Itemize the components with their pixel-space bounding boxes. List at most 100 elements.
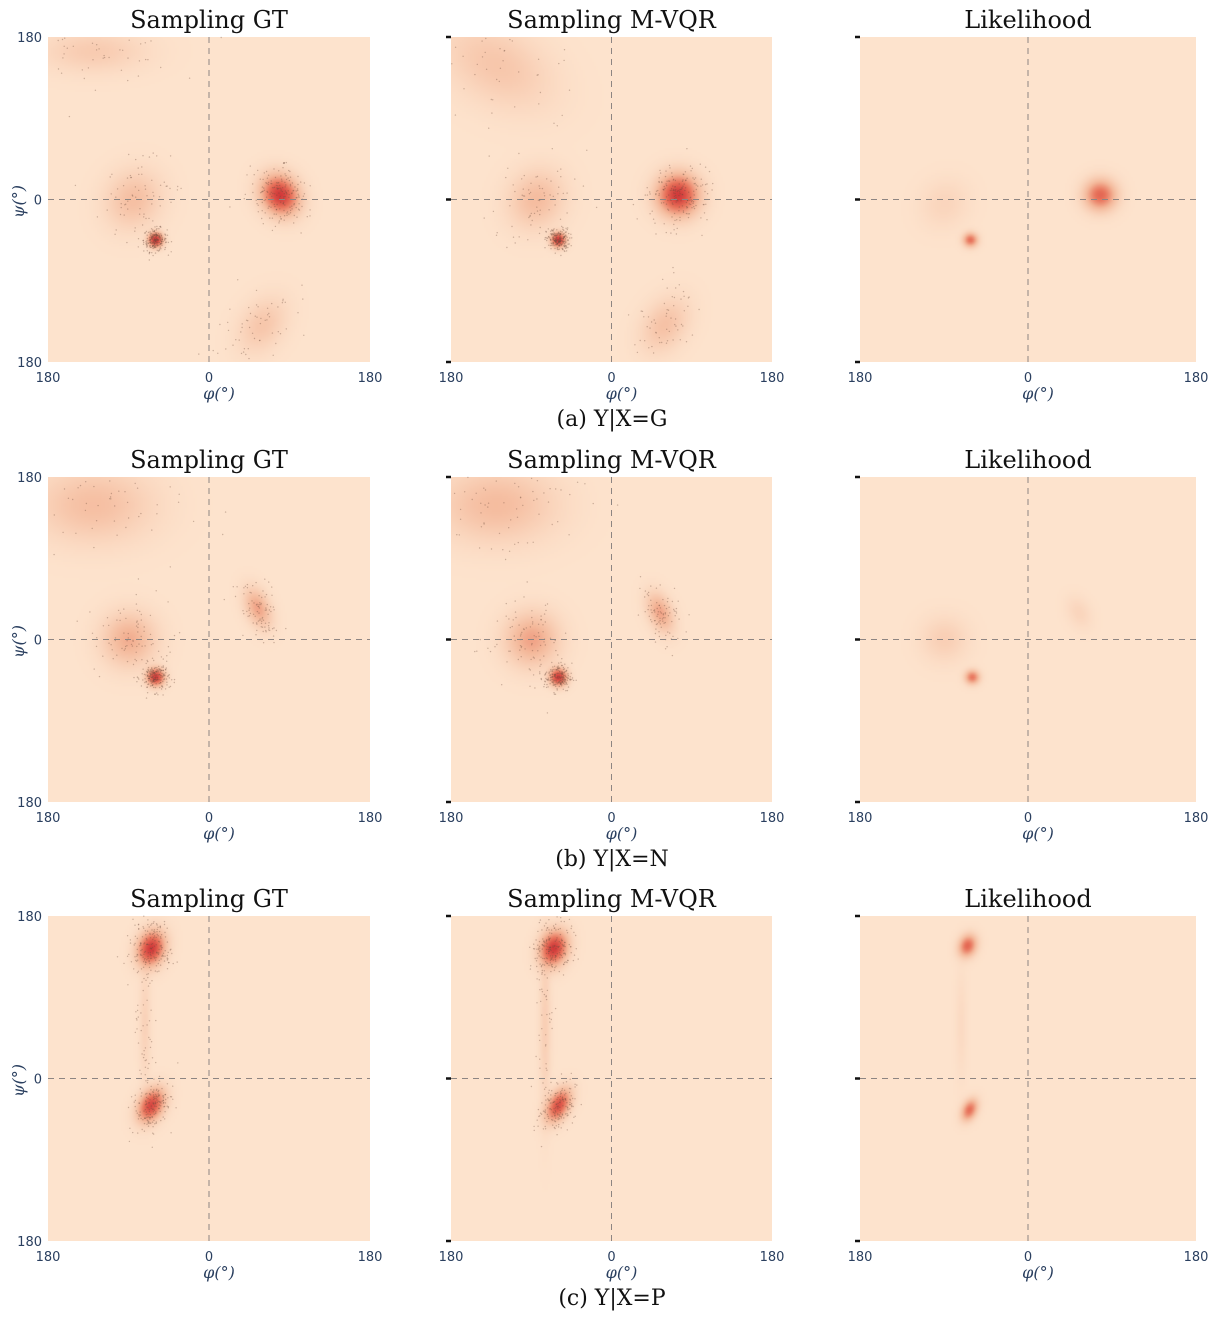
sample-point <box>658 604 660 607</box>
sample-point <box>152 246 154 248</box>
sample-point <box>94 89 97 92</box>
sample-point <box>155 233 157 236</box>
sample-point <box>279 197 281 199</box>
sample-point <box>286 214 288 216</box>
sample-point <box>153 1096 155 1098</box>
sample-point <box>146 240 148 242</box>
sample-point <box>138 643 140 645</box>
sample-point <box>520 656 522 658</box>
sample-point <box>164 246 167 249</box>
sample-point <box>142 1004 145 1006</box>
sample-point <box>229 308 231 310</box>
sample-point <box>142 239 144 242</box>
sample-point <box>533 657 535 659</box>
sample-point <box>547 686 549 688</box>
sample-point <box>142 956 144 958</box>
sample-point <box>154 245 157 247</box>
sample-point <box>140 1012 142 1014</box>
sample-point <box>110 492 113 495</box>
sample-point <box>557 1113 559 1115</box>
sample-point <box>219 323 221 326</box>
sample-point <box>274 193 276 195</box>
sample-point <box>152 1096 155 1099</box>
sample-point <box>517 486 520 488</box>
sample-point <box>560 1092 562 1095</box>
sample-point <box>531 219 533 222</box>
sample-point <box>139 1069 141 1072</box>
sample-point <box>566 683 568 686</box>
sample-point <box>162 1099 164 1102</box>
sample-point <box>136 948 138 951</box>
sample-point <box>672 635 674 638</box>
sample-point <box>303 334 305 336</box>
sample-point <box>676 219 678 221</box>
sample-point <box>143 630 145 632</box>
sample-point <box>156 928 158 931</box>
sample-point <box>140 1117 142 1120</box>
sample-point <box>661 618 664 620</box>
sample-point <box>548 939 550 941</box>
sample-point <box>546 943 548 945</box>
sample-point <box>109 480 111 482</box>
sample-point <box>496 78 498 81</box>
sample-point <box>543 613 546 615</box>
sample-point <box>552 951 554 954</box>
y-tick-label: 0 <box>34 194 42 209</box>
sample-point <box>123 962 125 965</box>
x-tick-label: 180 <box>848 371 873 386</box>
sample-point <box>561 939 563 942</box>
sample-point <box>145 934 147 936</box>
sample-point <box>267 207 269 209</box>
sample-point <box>134 227 136 229</box>
sample-point <box>159 964 162 966</box>
sample-point <box>152 679 155 681</box>
sample-point <box>141 659 143 661</box>
sample-point <box>159 246 161 248</box>
sample-point <box>521 194 523 196</box>
sample-point <box>139 1088 141 1090</box>
sample-point <box>560 1117 563 1119</box>
sample-point <box>545 1063 547 1065</box>
sample-point <box>255 304 258 306</box>
sample-point <box>166 954 169 957</box>
sample-point <box>289 176 292 178</box>
sample-point <box>567 675 569 677</box>
sample-point <box>529 968 532 970</box>
sample-point <box>514 482 516 485</box>
sample-point <box>147 242 150 244</box>
sample-point <box>258 606 260 608</box>
sample-point <box>163 1106 165 1108</box>
sample-point <box>467 476 469 479</box>
sample-point <box>147 1125 150 1127</box>
sample-point <box>567 1109 569 1111</box>
sample-point <box>146 943 148 946</box>
sample-point <box>149 669 151 671</box>
sample-point <box>148 1116 151 1119</box>
sample-point <box>660 202 663 204</box>
sample-point <box>147 675 149 677</box>
sample-point <box>109 498 111 500</box>
sample-point <box>674 179 677 182</box>
sample-point <box>685 212 688 215</box>
sample-point <box>162 665 164 667</box>
sample-point <box>260 192 262 194</box>
sample-point <box>561 1114 564 1116</box>
sample-point <box>157 694 159 696</box>
sample-point <box>255 581 257 584</box>
x-axis-label: φ(°) <box>1022 824 1054 843</box>
sample-point <box>159 668 161 671</box>
sample-point <box>537 632 540 634</box>
sample-point <box>560 672 562 674</box>
sample-point <box>154 232 157 234</box>
sample-point <box>566 961 568 964</box>
sample-point <box>309 209 311 211</box>
sample-point <box>537 58 540 60</box>
sample-point <box>146 1082 149 1084</box>
sample-point <box>570 672 572 674</box>
sample-point <box>145 1059 147 1061</box>
sample-point <box>150 242 153 244</box>
sample-point <box>164 931 166 934</box>
sample-point <box>152 220 154 222</box>
sample-point <box>529 214 531 217</box>
sample-point <box>535 1055 537 1058</box>
